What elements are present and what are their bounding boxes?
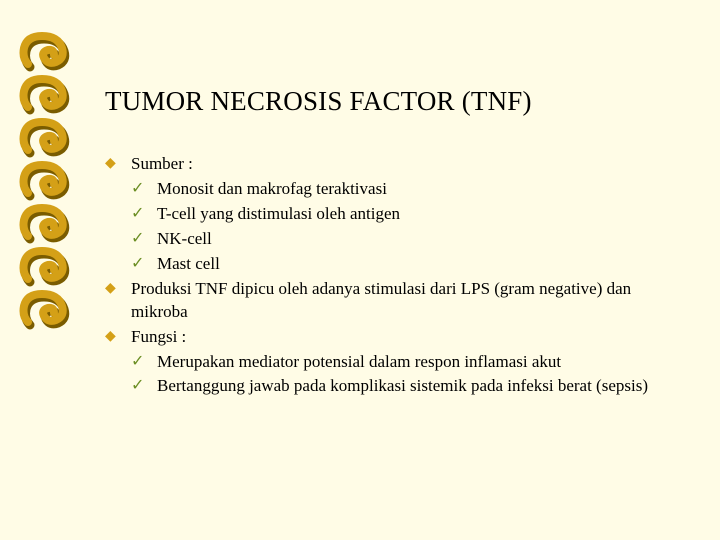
list-item-text: Sumber : [131,154,193,173]
list-sub-item-text: Mast cell [157,254,220,273]
swirl-icon [18,288,72,332]
list-sub-item-text: Monosit dan makrofag teraktivasi [157,179,387,198]
bullet-icon: ◆ [105,155,116,174]
bullet-icon: ◆ [105,328,116,347]
list-sub-item: ✓ Bertanggung jawab pada komplikasi sist… [131,375,690,398]
swirl-icon [18,73,72,117]
swirl-icon [18,202,72,246]
swirl-icon [18,159,72,203]
check-icon: ✓ [131,351,144,373]
list-sub-item: ✓ Mast cell [131,253,690,276]
decorative-swirl-stack [18,30,78,331]
list-sub-item-text: T-cell yang distimulasi oleh antigen [157,204,400,223]
list-sub-item-text: NK-cell [157,229,212,248]
list-item-text: Fungsi : [131,327,186,346]
check-icon: ✓ [131,375,144,397]
list-sub-item: ✓ Merupakan mediator potensial dalam res… [131,351,690,374]
swirl-icon [18,30,72,74]
list-item: ◆ Produksi TNF dipicu oleh adanya stimul… [105,278,690,324]
slide-content: TUMOR NECROSIS FACTOR (TNF) ◆ Sumber : ✓… [105,86,690,400]
list-item: ◆ Fungsi : [105,326,690,349]
list-sub-item: ✓ NK-cell [131,228,690,251]
list-sub-item-text: Bertanggung jawab pada komplikasi sistem… [157,376,648,395]
list-item: ◆ Sumber : [105,153,690,176]
swirl-icon [18,116,72,160]
check-icon: ✓ [131,178,144,200]
check-icon: ✓ [131,253,144,275]
bullet-icon: ◆ [105,280,116,299]
swirl-icon [18,245,72,289]
check-icon: ✓ [131,228,144,250]
list-item-text: Produksi TNF dipicu oleh adanya stimulas… [131,279,631,321]
bullet-list: ◆ Sumber : ✓ Monosit dan makrofag terakt… [105,153,690,398]
check-icon: ✓ [131,203,144,225]
slide-title: TUMOR NECROSIS FACTOR (TNF) [105,86,690,117]
list-sub-item-text: Merupakan mediator potensial dalam respo… [157,352,561,371]
list-sub-item: ✓ T-cell yang distimulasi oleh antigen [131,203,690,226]
list-sub-item: ✓ Monosit dan makrofag teraktivasi [131,178,690,201]
